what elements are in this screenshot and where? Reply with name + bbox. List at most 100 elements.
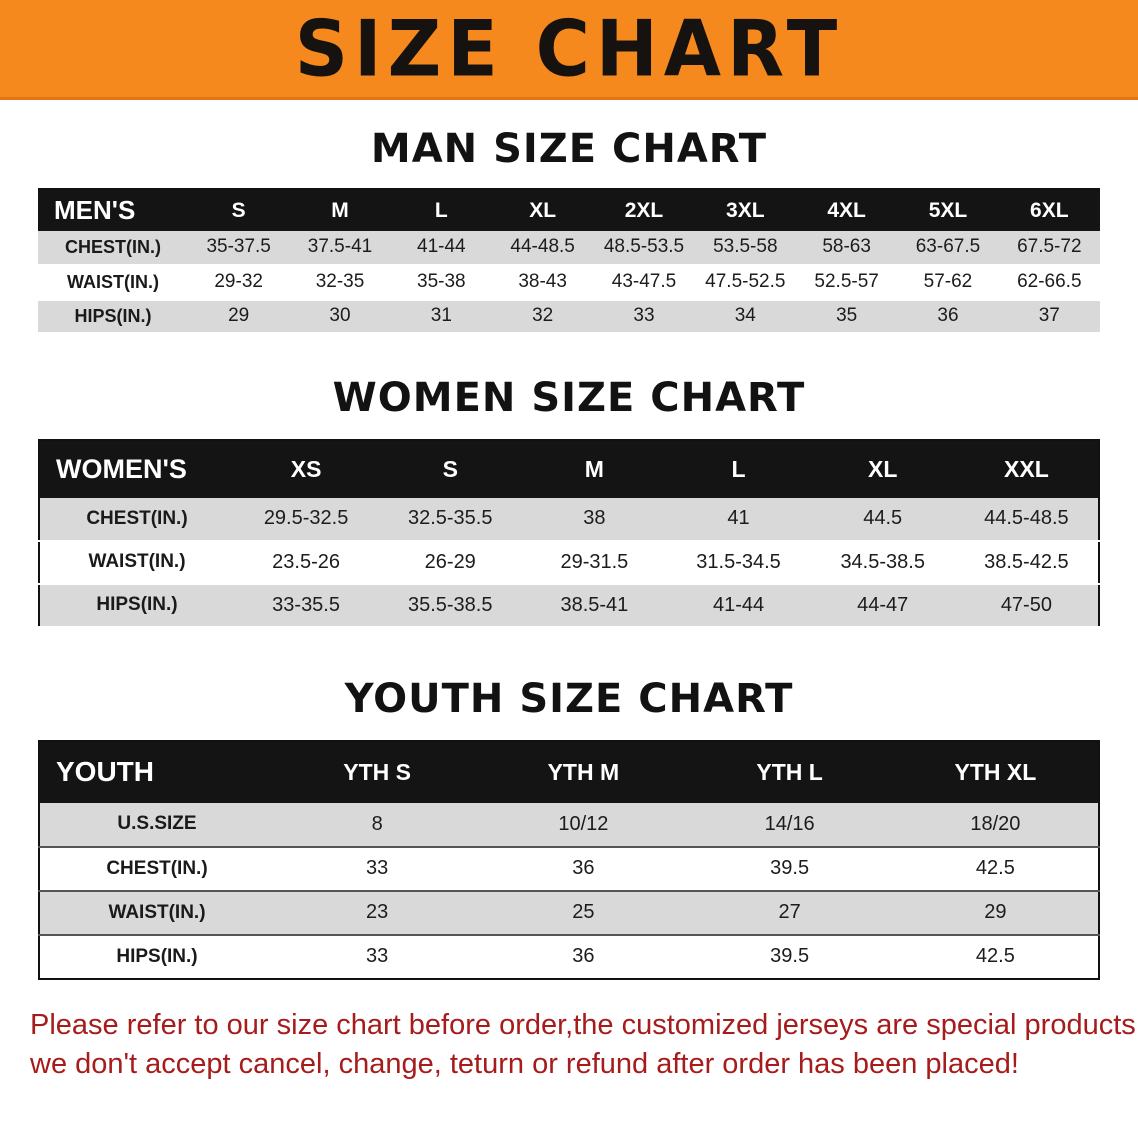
size-value: 18/20 (892, 802, 1099, 848)
size-value: 44.5-48.5 (954, 497, 1099, 542)
size-value: 31.5-34.5 (666, 540, 811, 585)
size-value: 32.5-35.5 (378, 497, 523, 542)
size-value: 38.5-42.5 (954, 540, 1099, 585)
section-heading-youth: YOUTH SIZE CHART (344, 675, 794, 722)
size-value: 35-38 (390, 265, 492, 301)
column-header: XL (868, 455, 898, 482)
size-value: 38-43 (491, 265, 594, 301)
size-value: 41-44 (666, 583, 811, 628)
size-value: 44-48.5 (491, 231, 594, 267)
table-row: WAIST(IN.) 29-32 32-35 35-38 38-43 43-47.5 47.… (38, 265, 1100, 301)
column-header: S (442, 455, 458, 482)
size-value: 30 (289, 299, 391, 335)
size-value: 25 (480, 890, 687, 936)
column-header: XS (290, 455, 322, 482)
women-size-chart-section: WOMEN SIZE CHART WOMEN'S XS S M L XL XXL CHEST… (0, 375, 1138, 628)
size-value: 33 (274, 846, 481, 892)
size-value: 32-35 (289, 265, 391, 301)
size-value: 36 (572, 945, 595, 967)
size-value: 34.5-38.5 (810, 540, 955, 585)
column-header: S (231, 198, 246, 222)
row-label: CHEST(IN.) (39, 846, 274, 892)
size-value: 33 (366, 945, 389, 967)
table-row: CHEST(IN.) 35-37.5 37.5-41 41-44 44-48.5 48.5… (38, 231, 1100, 267)
size-chart-banner: SIZE CHART (0, 0, 1138, 100)
column-header: XL (529, 198, 557, 222)
size-value: 38 (522, 497, 667, 542)
youth-size-chart-section: YOUTH SIZE CHART YOUTH YTH S YTH M YTH L YTH… (0, 676, 1138, 980)
table-header-row: MEN'S S M L XL 2XL 3XL 4XL 5XL 6XL (38, 189, 1100, 231)
banner-title: SIZE CHART (294, 3, 844, 94)
mens-size-table: MEN'S S M L XL 2XL 3XL 4XL 5XL 6XL CHEST(IN.) 35-3… (38, 188, 1100, 335)
size-value: 10/12 (480, 802, 687, 848)
row-label: CHEST(IN.) (38, 231, 188, 267)
table-row: WAIST(IN.) 23.5-26 26-29 29-31.5 31.5-34.5 34… (39, 540, 1099, 585)
section-heading-man: MAN SIZE CHART (370, 126, 768, 172)
size-value: 67.5-72 (998, 231, 1100, 267)
row-label: HIPS(IN.) (39, 583, 234, 628)
size-value: 14/16 (686, 802, 893, 848)
size-value: 52.5-57 (795, 265, 898, 301)
column-header: 6XL (1030, 198, 1069, 222)
table-header-row: YOUTH YTH S YTH M YTH L YTH XL (39, 740, 1099, 803)
man-size-chart-section: MAN SIZE CHART MEN'S S M L XL 2XL 3XL 4XL 5XL 6XL… (0, 126, 1138, 335)
size-value: 37.5-41 (289, 231, 391, 267)
size-value: 29.5-32.5 (234, 497, 379, 542)
column-header: M (584, 455, 604, 482)
size-value: 29 (892, 890, 1099, 936)
size-value: 32 (491, 299, 594, 335)
size-value: 36 (897, 299, 999, 335)
size-value: 44.5 (810, 497, 955, 542)
size-value: 29-32 (188, 265, 290, 301)
table-corner-label: MEN'S (54, 195, 136, 225)
size-value: 39.5 (770, 945, 810, 967)
table-row: CHEST(IN.) 29.5-32.5 32.5-35.5 38 41 44.5 44.5… (39, 497, 1099, 542)
size-value: 29 (188, 299, 290, 335)
size-value: 43-47.5 (593, 265, 695, 301)
disclaimer-text: Please refer to our size chart before or… (0, 1006, 1138, 1084)
size-value: 27 (686, 890, 893, 936)
row-label: WAIST(IN.) (38, 265, 188, 301)
size-value: 47-50 (954, 583, 1099, 628)
disclaimer-line-1: Please refer to our size chart before or… (30, 1008, 1138, 1041)
table-corner-label: YOUTH (56, 756, 154, 787)
column-header: YTH M (547, 758, 620, 785)
womens-size-table: WOMEN'S XS S M L XL XXL CHEST(IN.) 29.5-32.5 32.… (38, 438, 1100, 628)
column-header: L (731, 455, 746, 482)
size-value: 58-63 (795, 231, 898, 267)
column-header: YTH S (343, 758, 411, 785)
row-label: HIPS(IN.) (38, 299, 188, 335)
size-value: 31 (390, 299, 492, 335)
column-header: 5XL (928, 198, 968, 222)
column-header: M (331, 198, 349, 222)
column-header: 4XL (827, 198, 866, 222)
row-label: U.S.SIZE (39, 802, 274, 848)
size-value: 42.5 (975, 945, 1015, 967)
column-header: L (434, 198, 448, 222)
table-row: CHEST(IN.) 33 36 39.5 42.5 (39, 846, 1099, 892)
row-label: WAIST(IN.) (39, 540, 234, 585)
size-value: 37 (998, 299, 1100, 335)
size-value: 53.5-58 (694, 231, 796, 267)
size-value: 47.5-52.5 (694, 265, 796, 301)
size-value: 29-31.5 (522, 540, 667, 585)
size-value: 26-29 (378, 540, 523, 585)
size-value: 35 (795, 299, 898, 335)
table-row: U.S.SIZE 8 10/12 14/16 18/20 (39, 802, 1099, 848)
size-value: 39.5 (686, 846, 893, 892)
column-header: 3XL (726, 198, 765, 222)
table-header-row: WOMEN'S XS S M L XL XXL (39, 439, 1099, 498)
table-row: WAIST(IN.) 23 25 27 29 (39, 890, 1099, 936)
table-row: HIPS(IN.) 33 36 39.5 42.5 (39, 934, 1099, 979)
size-value: 8 (274, 802, 481, 848)
row-label: WAIST(IN.) (39, 890, 274, 936)
size-value: 23 (274, 890, 481, 936)
size-value: 41-44 (390, 231, 492, 267)
size-value: 35-37.5 (188, 231, 290, 267)
size-value: 38.5-41 (522, 583, 667, 628)
row-label: CHEST(IN.) (39, 497, 234, 542)
table-row: HIPS(IN.) 33-35.5 35.5-38.5 38.5-41 41-44 44-… (39, 583, 1099, 628)
row-label: HIPS(IN.) (116, 945, 198, 967)
size-value: 48.5-53.5 (593, 231, 695, 267)
size-value: 33 (593, 299, 695, 335)
